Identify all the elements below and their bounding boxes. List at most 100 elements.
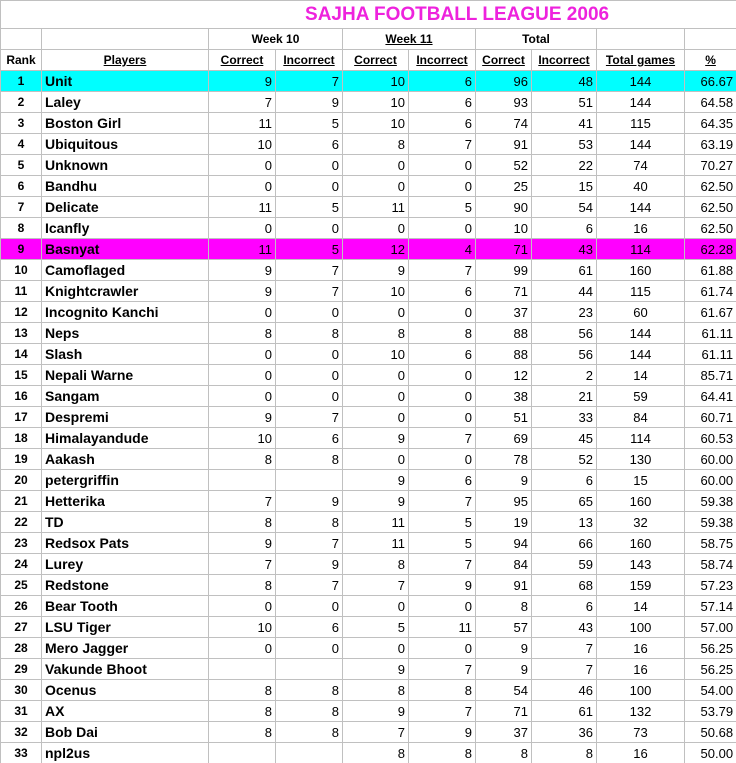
rank-cell[interactable]: 15 (0, 364, 42, 386)
total-games-cell[interactable]: 160 (596, 490, 685, 512)
total-correct-cell[interactable]: 10 (475, 217, 532, 239)
week11-incorrect-cell[interactable]: 8 (408, 742, 476, 763)
week10-correct-cell[interactable]: 0 (208, 154, 276, 176)
rank-cell[interactable]: 12 (0, 301, 42, 323)
total-incorrect-cell[interactable]: 45 (531, 427, 597, 449)
player-name-cell[interactable]: AX (41, 700, 209, 722)
total-correct-cell[interactable]: 71 (475, 280, 532, 302)
total-incorrect-cell[interactable]: 56 (531, 322, 597, 344)
rank-header[interactable]: Rank (0, 49, 42, 71)
week10-incorrect-cell[interactable]: 8 (275, 679, 343, 701)
player-name-cell[interactable]: Basnyat (41, 238, 209, 260)
week10-correct-cell[interactable]: 7 (208, 553, 276, 575)
total-correct-cell[interactable]: 38 (475, 385, 532, 407)
percent-cell[interactable]: 50.68 (683, 721, 736, 743)
total-incorrect-cell[interactable]: 15 (531, 175, 597, 197)
blank-cell[interactable] (596, 28, 685, 50)
week10-incorrect-cell[interactable]: 9 (275, 490, 343, 512)
rank-cell[interactable]: 25 (0, 574, 42, 596)
week10-incorrect-cell[interactable]: 7 (275, 406, 343, 428)
player-name-cell[interactable]: Camoflaged (41, 259, 209, 281)
percent-cell[interactable]: 56.25 (683, 637, 736, 659)
week11-incorrect-cell[interactable]: 7 (408, 658, 476, 680)
total-games-cell[interactable]: 144 (596, 322, 685, 344)
percent-cell[interactable]: 50.00 (683, 742, 736, 763)
week10-incorrect-cell[interactable]: 5 (275, 196, 343, 218)
total-incorrect-cell[interactable]: 36 (531, 721, 597, 743)
total-games-cell[interactable]: 84 (596, 406, 685, 428)
week11-incorrect-cell[interactable]: 11 (408, 616, 476, 638)
week11-correct-cell[interactable]: 9 (342, 700, 409, 722)
total-correct-cell[interactable]: 95 (475, 490, 532, 512)
total-games-cell[interactable]: 16 (596, 742, 685, 763)
week10-incorrect-cell[interactable]: 6 (275, 616, 343, 638)
player-name-cell[interactable]: Neps (41, 322, 209, 344)
percent-cell[interactable]: 60.71 (683, 406, 736, 428)
total-incorrect-cell[interactable]: 54 (531, 196, 597, 218)
total-correct-cell[interactable]: 54 (475, 679, 532, 701)
week11-incorrect-cell[interactable]: 6 (408, 343, 476, 365)
week11-incorrect-cell[interactable]: 0 (408, 175, 476, 197)
players-header[interactable]: Players (41, 49, 209, 71)
week10-header[interactable]: Week 10 (208, 28, 343, 50)
week11-header[interactable]: Week 11 (342, 28, 476, 50)
total-games-cell[interactable]: 144 (596, 196, 685, 218)
percent-cell[interactable]: 58.75 (683, 532, 736, 554)
percent-cell[interactable]: 70.27 (683, 154, 736, 176)
week10-incorrect-cell[interactable]: 8 (275, 721, 343, 743)
week11-correct-cell[interactable]: 0 (342, 637, 409, 659)
percent-cell[interactable]: 66.67 (683, 70, 736, 92)
week11-incorrect-cell[interactable]: 0 (408, 406, 476, 428)
week10-incorrect-cell[interactable]: 6 (275, 133, 343, 155)
total-games-cell[interactable]: 144 (596, 70, 685, 92)
week10-correct-cell[interactable]: 9 (208, 70, 276, 92)
rank-cell[interactable]: 23 (0, 532, 42, 554)
week11-correct-cell[interactable]: 0 (342, 301, 409, 323)
week10-correct-cell[interactable]: 7 (208, 490, 276, 512)
week11-correct-header[interactable]: Correct (342, 49, 409, 71)
rank-cell[interactable]: 30 (0, 679, 42, 701)
player-name-cell[interactable]: Bob Dai (41, 721, 209, 743)
week11-incorrect-cell[interactable]: 9 (408, 574, 476, 596)
total-incorrect-cell[interactable]: 56 (531, 343, 597, 365)
percent-cell[interactable]: 58.74 (683, 553, 736, 575)
player-name-cell[interactable]: Laley (41, 91, 209, 113)
percent-cell[interactable]: 64.41 (683, 385, 736, 407)
week10-correct-cell[interactable]: 8 (208, 511, 276, 533)
total-incorrect-header[interactable]: Incorrect (531, 49, 597, 71)
total-correct-cell[interactable]: 57 (475, 616, 532, 638)
total-correct-cell[interactable]: 94 (475, 532, 532, 554)
week11-correct-cell[interactable]: 10 (342, 112, 409, 134)
total-correct-cell[interactable]: 9 (475, 469, 532, 491)
week11-correct-cell[interactable]: 0 (342, 154, 409, 176)
total-correct-cell[interactable]: 25 (475, 175, 532, 197)
week11-incorrect-cell[interactable]: 7 (408, 133, 476, 155)
week10-correct-cell[interactable]: 0 (208, 217, 276, 239)
week10-correct-cell[interactable]: 0 (208, 175, 276, 197)
total-incorrect-cell[interactable]: 61 (531, 700, 597, 722)
week10-incorrect-cell[interactable]: 0 (275, 595, 343, 617)
week11-correct-cell[interactable]: 10 (342, 70, 409, 92)
week11-incorrect-cell[interactable]: 7 (408, 259, 476, 281)
total-correct-cell[interactable]: 37 (475, 721, 532, 743)
rank-cell[interactable]: 22 (0, 511, 42, 533)
total-games-cell[interactable]: 114 (596, 427, 685, 449)
week10-correct-cell[interactable]: 0 (208, 301, 276, 323)
total-games-cell[interactable]: 144 (596, 133, 685, 155)
week10-incorrect-cell[interactable]: 5 (275, 238, 343, 260)
week11-incorrect-cell[interactable]: 7 (408, 427, 476, 449)
week10-correct-cell[interactable]: 0 (208, 385, 276, 407)
rank-cell[interactable]: 11 (0, 280, 42, 302)
rank-cell[interactable]: 31 (0, 700, 42, 722)
total-incorrect-cell[interactable]: 51 (531, 91, 597, 113)
total-incorrect-cell[interactable]: 7 (531, 637, 597, 659)
total-games-cell[interactable]: 115 (596, 112, 685, 134)
total-games-cell[interactable]: 132 (596, 700, 685, 722)
week10-incorrect-cell[interactable]: 9 (275, 91, 343, 113)
total-games-cell[interactable]: 160 (596, 259, 685, 281)
total-games-cell[interactable]: 59 (596, 385, 685, 407)
total-incorrect-cell[interactable]: 48 (531, 70, 597, 92)
percent-cell[interactable]: 61.11 (683, 343, 736, 365)
total-incorrect-cell[interactable]: 43 (531, 616, 597, 638)
week10-incorrect-header[interactable]: Incorrect (275, 49, 343, 71)
